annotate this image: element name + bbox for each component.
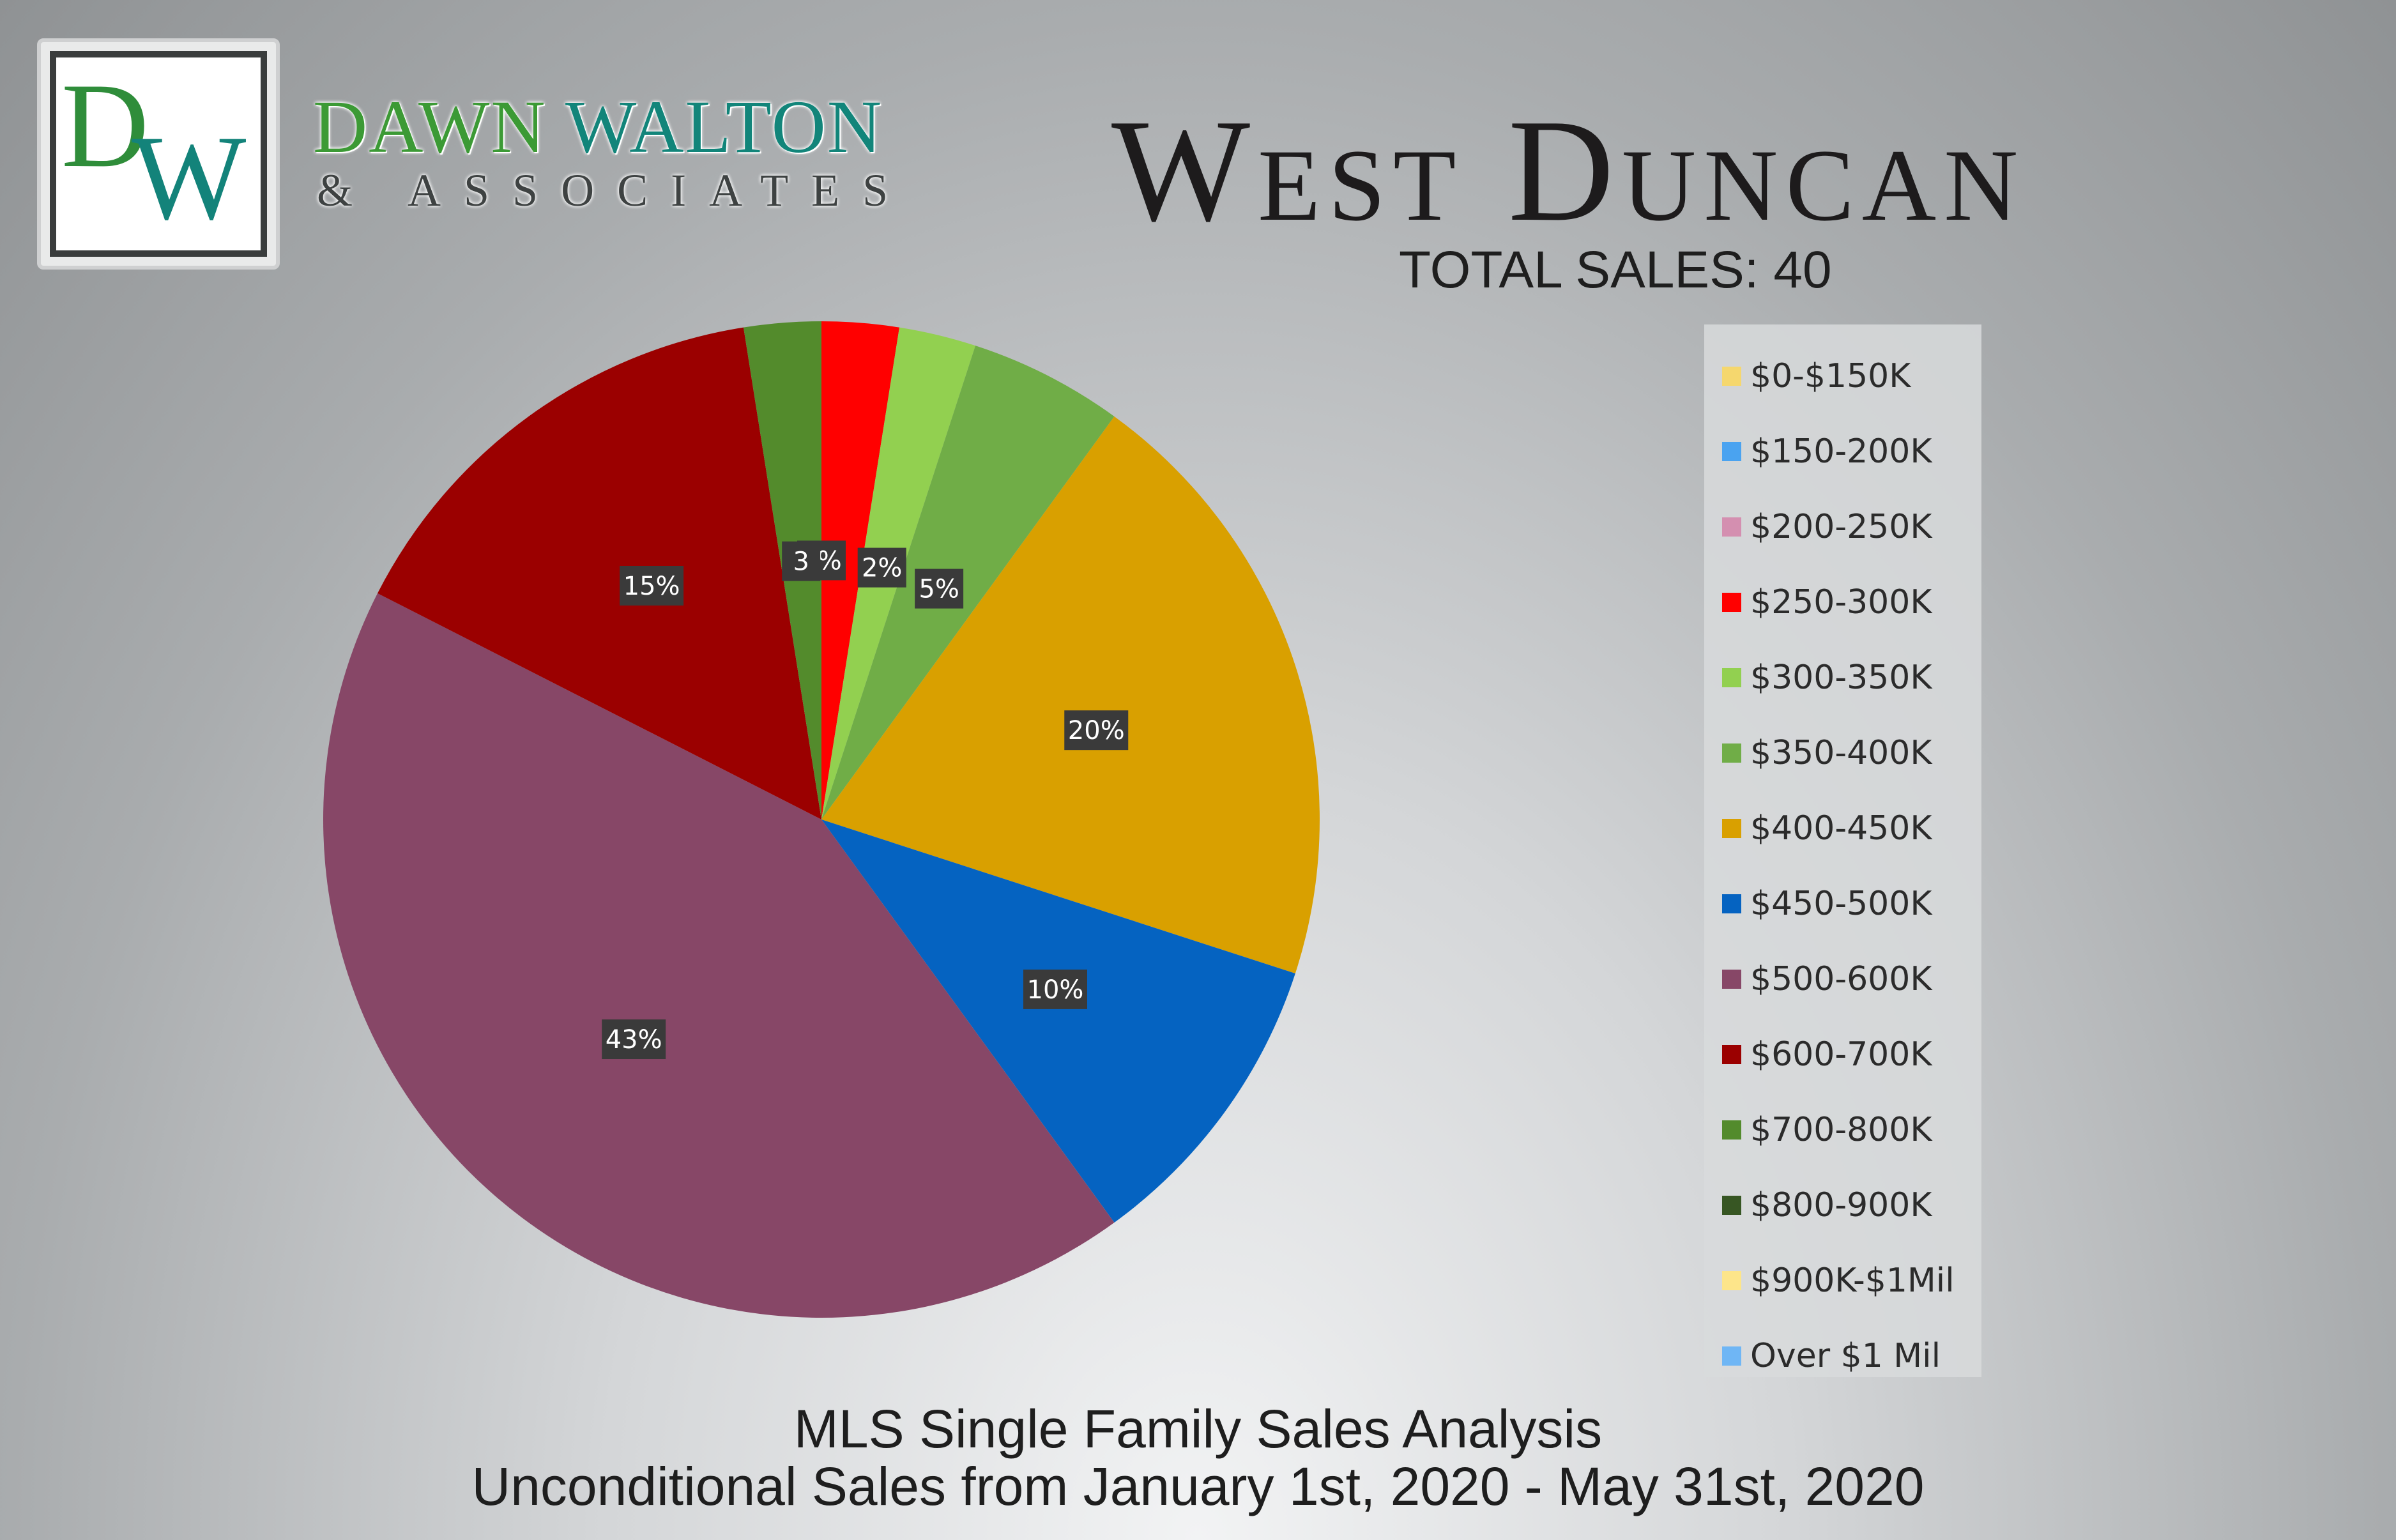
data-label-text: 43% — [606, 1025, 662, 1055]
legend-label: $400-450K — [1750, 809, 1932, 848]
legend-label: $600-700K — [1750, 1035, 1932, 1074]
legend-swatch — [1722, 970, 1741, 989]
footer-date-range: Unconditional Sales from January 1st, 20… — [471, 1456, 1925, 1516]
legend-item: $200-250K — [1704, 489, 1981, 565]
legend-item: $700-800K — [1704, 1092, 1981, 1168]
legend-swatch — [1722, 668, 1741, 687]
data-label-box — [782, 541, 821, 581]
data-label-text: 2% — [862, 554, 902, 583]
data-label-text: 15% — [623, 572, 680, 601]
data-label-box — [602, 1019, 666, 1060]
data-label-text: 5% — [919, 575, 959, 604]
brand-name-second: WALTON — [565, 85, 883, 169]
legend-item: $600-700K — [1704, 1017, 1981, 1092]
legend-item: $300-350K — [1704, 640, 1981, 715]
data-label-text: 3 — [793, 547, 809, 577]
pie-data-label: 10% — [1023, 969, 1087, 1009]
legend-swatch — [1722, 743, 1741, 763]
pie-data-labels: 0% 2%5%20%10%43%15%3 — [602, 540, 1129, 1060]
chart-legend: $0-$150K $150-200K $200-250K $250-300K $300-… — [1704, 324, 1981, 1377]
legend-swatch — [1722, 517, 1741, 537]
brand-name: DAWN WALTON — [313, 89, 883, 165]
pie-slices — [323, 321, 1320, 1318]
legend-swatch — [1722, 1045, 1741, 1064]
legend-swatch — [1722, 367, 1741, 386]
page-title: West Duncan — [1111, 89, 2026, 252]
total-sales: TOTAL SALES: 40 — [1399, 241, 1832, 299]
legend-swatch — [1722, 1271, 1741, 1290]
pie-data-label: 5% — [915, 568, 964, 609]
legend-swatch — [1722, 1120, 1741, 1140]
logo-frame: D W — [50, 51, 267, 257]
legend-item: $900K-$1Mil — [1704, 1243, 1981, 1318]
legend-label: $250-300K — [1750, 583, 1932, 621]
data-label-box — [620, 566, 684, 606]
data-label-box — [915, 568, 964, 609]
legend-item: $800-900K — [1704, 1168, 1981, 1243]
pie-data-label: 3 — [782, 541, 821, 581]
data-label-text: 10% — [1027, 975, 1084, 1005]
legend-swatch — [1722, 442, 1741, 461]
logo-letter-w: W — [132, 111, 247, 245]
pie-slice — [821, 820, 1295, 1223]
legend-item: $0-$150K — [1704, 339, 1981, 414]
legend-item: $400-450K — [1704, 791, 1981, 866]
legend-label: $700-800K — [1750, 1111, 1932, 1149]
legend-item: $500-600K — [1704, 942, 1981, 1017]
legend-item: $250-300K — [1704, 565, 1981, 640]
legend-label: $500-600K — [1750, 960, 1932, 998]
data-label-box — [1023, 969, 1087, 1009]
legend-swatch — [1722, 894, 1741, 913]
legend-label: $350-400K — [1750, 734, 1932, 772]
legend-label: $800-900K — [1750, 1186, 1932, 1224]
logo-letter-d: D — [61, 59, 149, 193]
legend-swatch — [1722, 1346, 1741, 1366]
logo: D W — [37, 38, 280, 270]
legend-label: $450-500K — [1750, 885, 1932, 923]
brand-name-first: DAWN — [313, 85, 547, 169]
legend-item: $450-500K — [1704, 866, 1981, 942]
pie-data-label: 20% — [1064, 710, 1129, 751]
data-label-text: 20% — [1068, 716, 1125, 745]
legend-label: Over $1 Mil — [1750, 1337, 1941, 1375]
data-label-box — [1064, 710, 1129, 751]
legend-label: $200-250K — [1750, 508, 1932, 546]
legend-swatch — [1722, 1196, 1741, 1215]
pie-data-label: 2% — [857, 547, 906, 588]
pie-slice — [378, 327, 821, 820]
pie-slice — [821, 416, 1320, 974]
legend-item: Over $1 Mil — [1704, 1318, 1981, 1394]
data-label-box — [857, 547, 906, 588]
legend-item: $350-400K — [1704, 715, 1981, 791]
legend-label: $900K-$1Mil — [1750, 1262, 1955, 1300]
pie-data-label: 15% — [620, 566, 684, 606]
legend-label: $300-350K — [1750, 659, 1932, 697]
footer-title: MLS Single Family Sales Analysis — [793, 1399, 1603, 1459]
brand-subtitle: & ASSOCIATES — [317, 165, 912, 216]
legend-swatch — [1722, 819, 1741, 838]
pie-slice — [821, 346, 1115, 820]
legend-label: $150-200K — [1750, 432, 1932, 471]
pie-data-label: 43% — [602, 1019, 666, 1060]
legend-item: $150-200K — [1704, 414, 1981, 489]
legend-swatch — [1722, 593, 1741, 612]
pie-slice — [323, 593, 1115, 1318]
legend-label: $0-$150K — [1750, 357, 1911, 395]
